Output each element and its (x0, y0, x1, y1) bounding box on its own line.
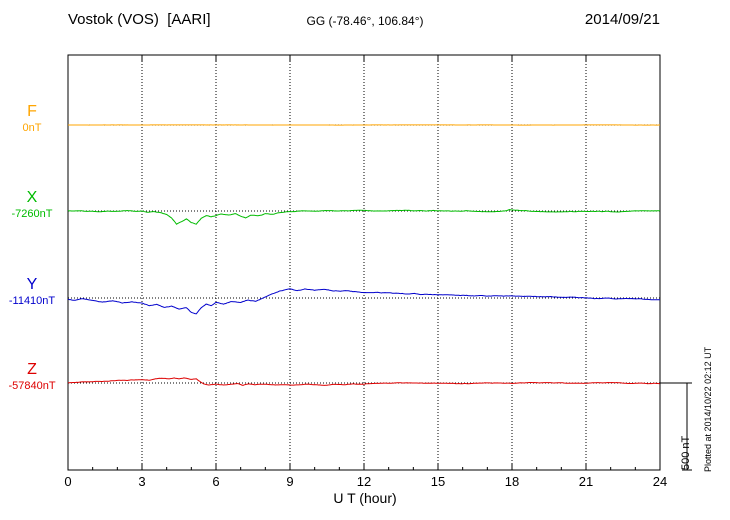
channel-baseline-value: -57840nT (8, 380, 56, 392)
channel-label-y: Y -11410nT (0, 277, 64, 307)
svg-text:21: 21 (579, 474, 593, 489)
observation-date: 2014/09/21 (584, 11, 660, 28)
x-axis-label: U T (hour) (333, 490, 397, 506)
channel-letter: Y (26, 276, 38, 293)
channel-letter: Z (27, 361, 37, 378)
channel-baseline-value: -7260nT (11, 208, 53, 220)
plotted-at-note: Plotted at 2014/10/22 02:12 UT (703, 346, 713, 472)
station-title: Vostok (VOS) [AARI] (68, 11, 211, 28)
scale-bar-label: 500 nT (680, 435, 692, 470)
geographic-coordinates: GG (-78.46°, 106.84°) (306, 14, 424, 28)
channel-baseline-value: -11410nT (8, 295, 56, 307)
channel-label-f: F 0nT (0, 104, 64, 134)
svg-text:3: 3 (138, 474, 145, 489)
channel-letter: X (26, 189, 38, 206)
svg-text:18: 18 (505, 474, 519, 489)
svg-text:9: 9 (286, 474, 293, 489)
channel-label-z: Z -57840nT (0, 362, 64, 392)
svg-text:24: 24 (653, 474, 667, 489)
channel-label-x: X -7260nT (0, 190, 64, 220)
svg-text:0: 0 (64, 474, 71, 489)
svg-text:12: 12 (357, 474, 371, 489)
svg-text:15: 15 (431, 474, 445, 489)
channel-letter: F (27, 103, 37, 120)
svg-text:6: 6 (212, 474, 219, 489)
channel-baseline-value: 0nT (22, 122, 42, 134)
